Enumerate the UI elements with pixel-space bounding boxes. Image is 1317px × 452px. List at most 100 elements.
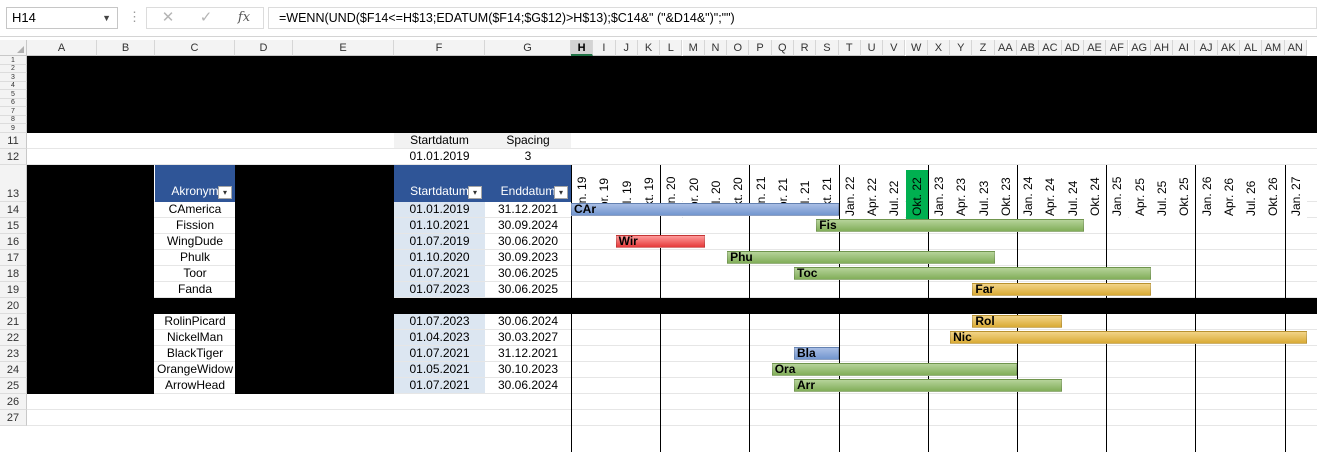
column-header-q[interactable]: Q [771,40,794,56]
row-header-22[interactable]: 22 [0,329,27,346]
column-header-p[interactable]: P [749,40,772,56]
row-header-5[interactable]: 5 [0,90,27,99]
row-header-4[interactable]: 4 [0,81,27,90]
row-header-17[interactable]: 17 [0,249,27,266]
start-date-cell[interactable]: 01.04.2023 [394,329,485,345]
gantt-bar[interactable]: Bla [794,346,839,360]
column-header-j[interactable]: J [615,40,638,56]
gantt-bar[interactable]: Phu [727,250,995,264]
column-header-m[interactable]: M [682,40,705,56]
row-header-21[interactable]: 21 [0,313,27,330]
project-name-cell[interactable]: Toor [183,265,207,280]
start-date-cell[interactable]: 01.07.2021 [394,345,485,361]
end-date-cell[interactable]: 30.10.2023 [497,361,559,376]
column-header-l[interactable]: L [660,40,683,56]
row-header-18[interactable]: 18 [0,265,27,282]
gantt-bar[interactable]: Ora [771,362,1017,376]
month-header[interactable]: Jul. 23 [972,170,995,220]
project-name-cell[interactable]: RolinPicard [164,313,226,328]
month-header[interactable]: Jul. 26 [1240,170,1263,220]
column-header-c[interactable]: C [155,40,235,56]
month-header[interactable]: Jul. 25 [1150,170,1174,220]
month-header[interactable]: Jan. 25 [1106,170,1129,220]
column-header-x[interactable]: X [927,40,951,56]
start-date-cell[interactable]: 01.07.2023 [394,281,485,297]
row-header-24[interactable]: 24 [0,361,27,378]
column-header-ak[interactable]: AK [1217,40,1240,56]
filter-dropdown-icon[interactable]: ▾ [468,185,482,199]
start-date-cell[interactable]: 01.07.2021 [394,377,485,393]
row-header-27[interactable]: 27 [0,409,27,426]
column-header-r[interactable]: R [794,40,817,56]
enter-icon[interactable]: ✓ [199,9,213,26]
cancel-icon[interactable]: ✕ [161,9,175,26]
column-header-ad[interactable]: AD [1061,40,1084,56]
column-header-o[interactable]: O [727,40,750,56]
column-header-b[interactable]: B [97,40,155,56]
column-header-i[interactable]: I [593,40,616,56]
end-date-cell[interactable]: 30.03.2027 [497,329,559,344]
column-header-f[interactable]: F [394,40,485,56]
end-date-cell[interactable]: 30.06.2025 [497,281,559,296]
month-header[interactable]: Apr. 24 [1039,170,1062,220]
row-header-25[interactable]: 25 [0,377,27,394]
start-date-cell[interactable]: 01.10.2021 [394,217,485,233]
gantt-bar[interactable]: Toc [794,266,1151,280]
month-header[interactable]: Jul. 22 [883,170,906,220]
month-header[interactable]: Apr. 22 [860,170,884,220]
project-name-cell[interactable]: ArrowHead [164,377,226,392]
row-header-8[interactable]: 8 [0,115,27,124]
column-header-h[interactable]: H [571,40,594,56]
gantt-bar[interactable]: Fis [816,218,1084,232]
gantt-bar[interactable]: Wir [615,234,705,248]
start-date-cell[interactable]: 01.07.2023 [394,313,485,329]
row-header-11[interactable]: 11 [0,132,27,149]
column-header-w[interactable]: W [905,40,928,56]
gantt-bar[interactable]: Far [972,282,1151,296]
start-date-cell[interactable]: 01.07.2021 [394,265,485,281]
month-header[interactable]: Apr. 26 [1217,170,1240,220]
spreadsheet-grid[interactable]: A B C D E F G H I J K L M N O P Q R S T U V W X Y Z AA AB AC AD AE AF AG… [0,37,1317,452]
project-name-cell[interactable]: OrangeWidow [156,361,234,376]
column-header-ai[interactable]: AI [1173,40,1196,56]
project-name-cell[interactable]: Fanda [177,281,213,296]
row-header-12[interactable]: 12 [0,148,27,165]
column-header-an[interactable]: AN [1284,40,1307,56]
gantt-bar[interactable]: Nic [950,330,1307,344]
row-header-9[interactable]: 9 [0,124,27,133]
month-header[interactable]: Jan. 22 [838,170,861,220]
chevron-down-icon[interactable]: ▼ [102,13,111,23]
start-date-cell[interactable]: 01.05.2021 [394,361,485,377]
project-name-cell[interactable]: BlackTiger [166,345,224,360]
column-header-n[interactable]: N [704,40,728,56]
end-date-cell[interactable]: 31.12.2021 [497,345,559,360]
end-date-cell[interactable]: 31.12.2021 [497,201,559,216]
project-name-cell[interactable]: WingDude [166,233,224,248]
row-header-6[interactable]: 6 [0,98,27,107]
column-header-d[interactable]: D [235,40,293,56]
start-date-cell[interactable]: 01.01.2019 [394,201,485,217]
row-header-15[interactable]: 15 [0,217,27,234]
end-date-cell[interactable]: 30.06.2024 [497,377,559,392]
month-header[interactable]: Jan. 24 [1017,170,1040,220]
row-header-23[interactable]: 23 [0,345,27,362]
column-header-ac[interactable]: AC [1039,40,1062,56]
month-header[interactable]: Apr. 23 [950,170,973,220]
gantt-bar[interactable]: Rol [972,314,1062,328]
column-header-ab[interactable]: AB [1017,40,1040,56]
row-header-7[interactable]: 7 [0,107,27,116]
row-header-3[interactable]: 3 [0,73,27,82]
row-header-19[interactable]: 19 [0,281,27,298]
gantt-bar[interactable]: Arr [794,378,1062,392]
column-header-u[interactable]: U [860,40,884,56]
column-header-s[interactable]: S [816,40,839,56]
project-name-cell[interactable]: Phulk [179,249,211,264]
gantt-bar[interactable]: CAr [571,202,839,216]
row-header-1[interactable]: 1 [0,56,27,65]
row-header-2[interactable]: 2 [0,64,27,73]
month-header[interactable]: Jan. 23 [927,170,951,220]
spacing-value[interactable]: 3 [524,148,532,163]
column-header-al[interactable]: AL [1240,40,1263,56]
month-header[interactable]: Okt. 23 [994,170,1017,220]
project-name-cell[interactable]: Fission [175,217,214,232]
